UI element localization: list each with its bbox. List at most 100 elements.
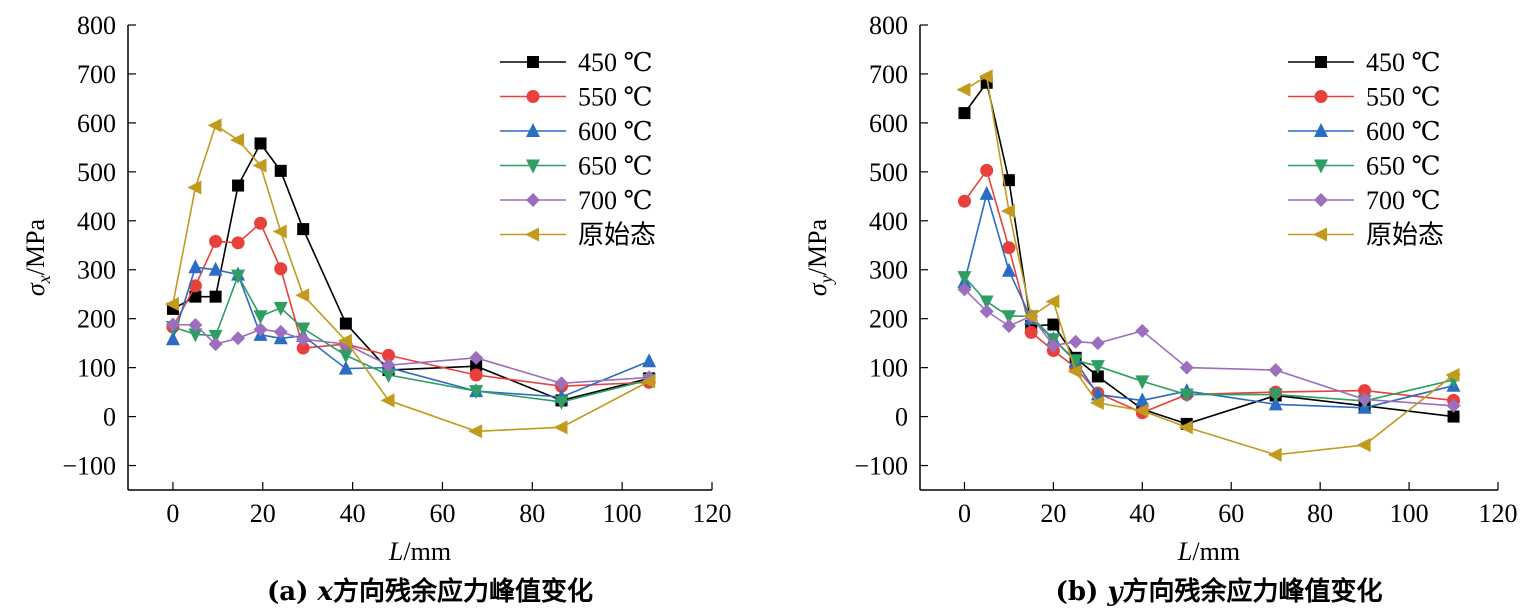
y-tick-label: 300 <box>77 256 116 285</box>
legend-item: 650 ℃ <box>500 152 653 181</box>
data-point <box>382 348 396 362</box>
data-point <box>207 118 222 133</box>
x-axis-label-var: L <box>388 537 403 566</box>
data-point <box>209 290 222 303</box>
panel-caption: (a) x方向残余应力峰值变化 <box>267 576 593 607</box>
y-axis-label-sub: x <box>34 275 54 284</box>
legend-item: 700 ℃ <box>500 186 653 215</box>
data-point <box>231 236 245 250</box>
legend-label: 550 ℃ <box>1366 83 1441 112</box>
data-point <box>1445 367 1460 382</box>
legend-marker <box>1315 56 1327 68</box>
data-point <box>1023 309 1038 324</box>
data-point <box>469 350 484 365</box>
series-line <box>172 124 650 433</box>
y-tick-label: 400 <box>77 207 116 236</box>
data-point <box>1002 174 1015 187</box>
legend-label: 600 ℃ <box>578 117 653 146</box>
data-point <box>956 82 971 97</box>
legend-item: 650 ℃ <box>1288 152 1441 181</box>
x-tick-label: 100 <box>1390 499 1429 528</box>
data-point <box>208 337 223 352</box>
caption-var: y <box>1106 577 1124 607</box>
x-tick-label: 80 <box>1307 499 1333 528</box>
panel-caption: (b) y方向残余应力峰值变化 <box>1056 576 1383 607</box>
data-point <box>554 395 569 410</box>
data-point <box>979 185 994 200</box>
legend-label: 原始态 <box>1366 221 1444 250</box>
legend-item: 原始态 <box>1288 221 1444 250</box>
x-axis-label-var: L <box>1177 537 1192 566</box>
data-point <box>1358 384 1372 398</box>
data-point <box>253 310 268 325</box>
y-tick-label: −100 <box>62 452 116 481</box>
legend-item: 550 ℃ <box>500 83 653 112</box>
y-tick-label: 600 <box>869 109 908 138</box>
x-tick-label: 0 <box>166 499 179 528</box>
data-point <box>272 224 287 239</box>
data-point <box>254 216 268 230</box>
data-point <box>296 322 311 337</box>
data-point <box>274 164 287 177</box>
series-line <box>963 288 1454 407</box>
data-point <box>1267 447 1282 462</box>
x-tick-label: 40 <box>1129 499 1155 528</box>
data-point <box>1001 310 1016 325</box>
y-tick-label: 700 <box>77 60 116 89</box>
data-point <box>189 290 202 303</box>
legend-label: 450 ℃ <box>1366 48 1441 77</box>
y-axis-label-unit: /MPa <box>803 218 832 275</box>
data-point <box>642 353 657 368</box>
data-point <box>1089 395 1104 410</box>
data-point <box>554 376 569 391</box>
caption-var: x <box>316 577 333 607</box>
legend-marker <box>527 56 539 68</box>
legend-item: 700 ℃ <box>1288 186 1441 215</box>
data-point <box>1134 403 1149 418</box>
caption-suffix: 方向残余应力峰值变化 <box>1122 576 1382 607</box>
data-point <box>381 368 396 383</box>
data-point <box>296 341 310 355</box>
data-point <box>1046 338 1061 353</box>
y-axis-label-sub: y <box>816 275 836 285</box>
caption-suffix: 方向残余应力峰值变化 <box>333 576 593 607</box>
data-point <box>295 288 310 303</box>
data-point <box>252 158 267 173</box>
legend-marker <box>526 193 540 207</box>
legend-item: 600 ℃ <box>500 117 653 146</box>
legend-marker <box>525 227 539 242</box>
data-point <box>1135 392 1150 407</box>
legend-item: 450 ℃ <box>500 48 653 77</box>
legend-marker <box>1314 159 1328 174</box>
data-point <box>1090 360 1105 375</box>
data-point <box>980 163 994 177</box>
data-point <box>1000 204 1015 218</box>
y-tick-label: 200 <box>77 305 116 334</box>
legend-label: 600 ℃ <box>1366 117 1441 146</box>
y-axis-label: σy/MPa <box>803 218 836 296</box>
data-point <box>230 133 245 148</box>
data-point <box>188 318 203 333</box>
x-tick-label: 60 <box>429 499 455 528</box>
y-tick-label: 300 <box>869 256 908 285</box>
data-point <box>337 333 352 348</box>
x-tick-label: 120 <box>693 499 732 528</box>
data-point <box>1090 336 1105 351</box>
data-point <box>273 301 288 316</box>
y-tick-label: 600 <box>77 109 116 138</box>
series-6 <box>956 69 1460 462</box>
series-line <box>963 190 1454 409</box>
legend-label: 650 ℃ <box>578 152 653 181</box>
data-point <box>188 279 202 293</box>
data-point <box>957 194 971 208</box>
data-point <box>231 331 246 346</box>
data-point <box>1068 334 1083 349</box>
data-point <box>188 259 203 274</box>
data-point <box>208 261 223 276</box>
y-axis-label-var: σ <box>803 282 832 296</box>
data-point <box>979 304 994 319</box>
legend-item: 原始态 <box>500 221 656 250</box>
y-tick-label: 200 <box>869 305 908 334</box>
legend-item: 450 ℃ <box>1288 48 1441 77</box>
y-axis-label: σx/MPa <box>21 218 54 296</box>
